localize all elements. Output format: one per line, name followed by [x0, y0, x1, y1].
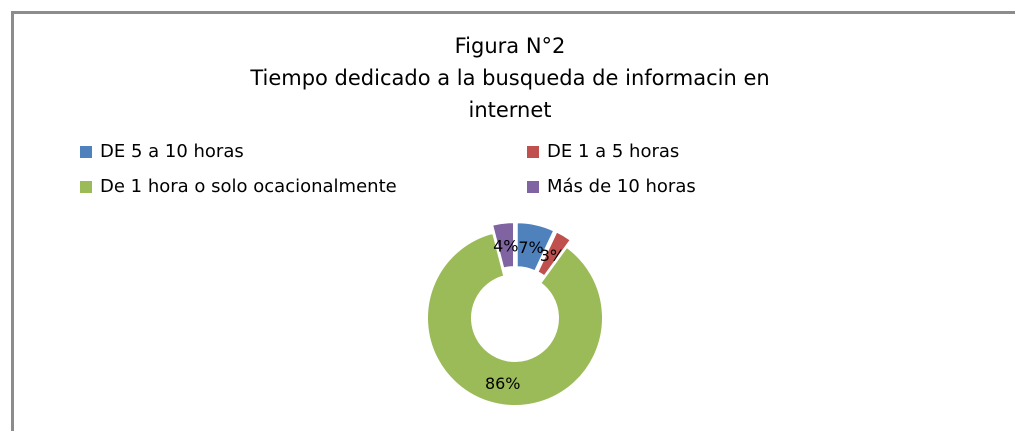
legend-label: De 1 hora o solo ocacionalmente [100, 176, 397, 197]
legend-swatch [527, 146, 539, 158]
donut-slice [426, 231, 604, 407]
data-label: 4% [493, 237, 518, 256]
legend-label: DE 5 a 10 horas [100, 141, 244, 162]
legend-label: DE 1 a 5 horas [547, 141, 679, 162]
chart-subtitle: Tiempo dedicado a la busqueda de informa… [250, 66, 770, 122]
donut-slice [515, 221, 556, 273]
titles: Figura N°2 Tiempo dedicado a la busqueda… [200, 30, 820, 126]
legend-label: Más de 10 horas [547, 176, 696, 197]
data-label: 86% [485, 374, 521, 393]
chart-frame [11, 11, 1015, 431]
legend-swatch [527, 181, 539, 193]
data-label: 7% [518, 238, 543, 257]
donut-slice [490, 221, 515, 270]
chart-title: Figura N°2 [454, 34, 566, 58]
legend-swatch [80, 146, 92, 158]
legend-swatch [80, 181, 92, 193]
